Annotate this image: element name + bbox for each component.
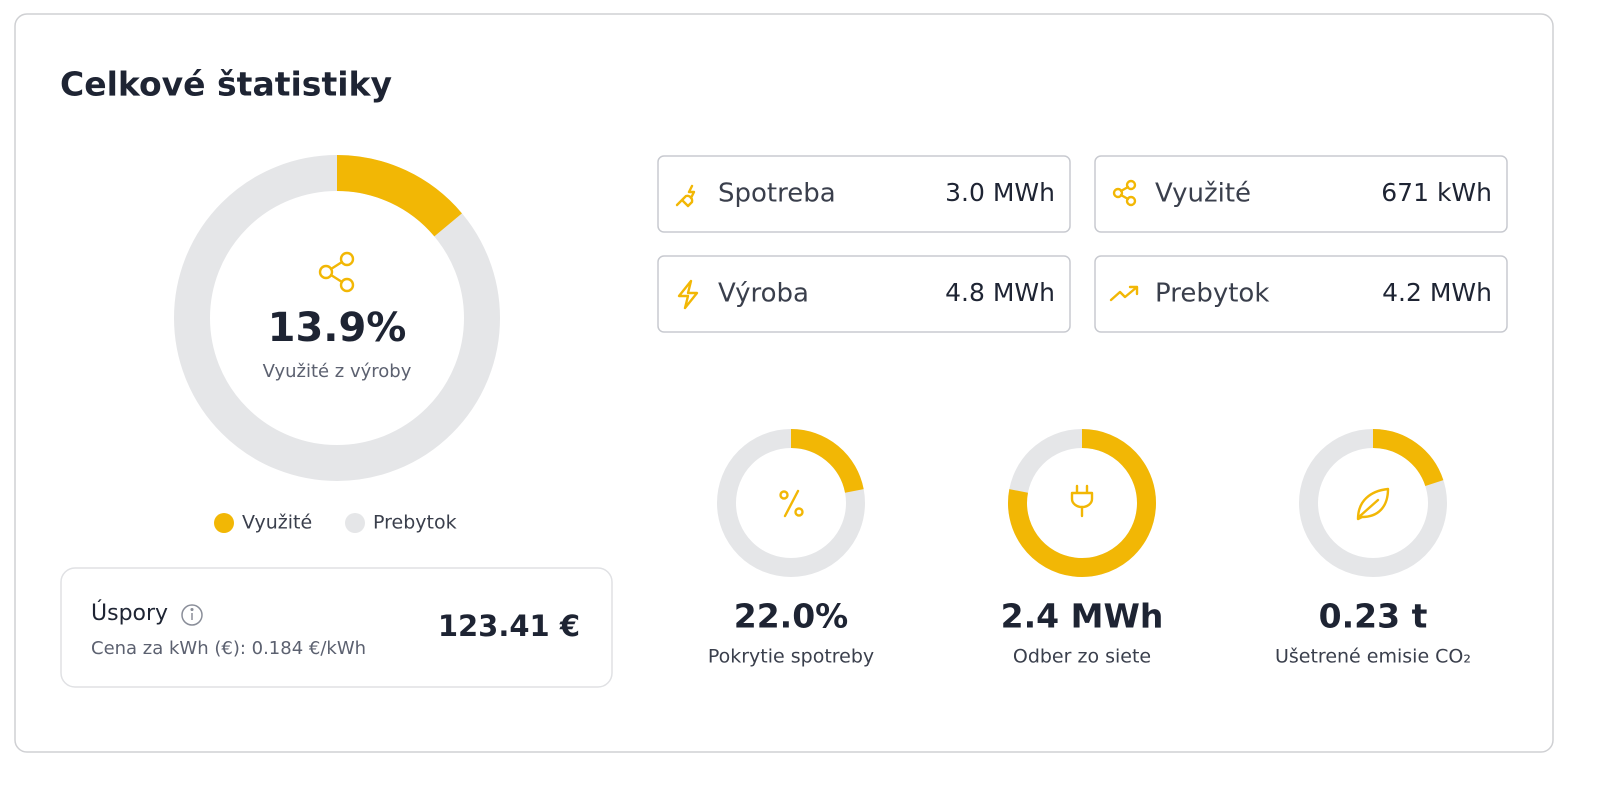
stat-label: Výroba (718, 279, 809, 309)
savings-box (60, 567, 613, 688)
donut-arc (790, 429, 864, 494)
main-value: 13.9% (268, 305, 407, 351)
stat-label: Spotreba (718, 179, 836, 209)
legend-dot (345, 513, 365, 533)
bolt-icon (677, 279, 699, 310)
stat-value: 4.8 MWh (945, 278, 1055, 307)
share-icon-small (1112, 179, 1137, 207)
legend-label: Prebytok (373, 512, 457, 534)
small-value: 22.0% (734, 597, 849, 636)
info-icon[interactable] (181, 604, 203, 626)
donut-arc (1008, 429, 1156, 577)
stat-card (657, 255, 1071, 333)
stat-label: Prebytok (1155, 279, 1269, 309)
share-icon (318, 251, 355, 293)
percent-icon (779, 489, 804, 518)
stat-value: 671 kWh (1381, 178, 1492, 207)
main-caption: Využité z výroby (263, 361, 412, 382)
stat-card (1094, 155, 1508, 233)
legend-label: Využité (242, 512, 312, 534)
trend-icon (1109, 285, 1139, 302)
title: Celkové štatistiky (60, 65, 392, 104)
small-value: 0.23 t (1319, 597, 1428, 636)
small-caption: Pokrytie spotreby (708, 646, 874, 668)
stat-card (657, 155, 1071, 233)
donut-arc (1372, 429, 1444, 487)
small-caption: Ušetrené emisie CO₂ (1275, 646, 1471, 668)
savings-amount: 123.41 € (438, 609, 580, 643)
legend-dot (214, 513, 234, 533)
small-caption: Odber zo siete (1013, 646, 1151, 668)
stat-value: 3.0 MWh (945, 178, 1055, 207)
savings-subtitle: Cena za kWh (€): 0.184 €/kWh (91, 638, 366, 659)
small-value: 2.4 MWh (1001, 597, 1164, 636)
leaf-icon (1356, 487, 1390, 521)
plug-icon (675, 184, 696, 208)
savings-title: Úspory (91, 600, 168, 626)
stat-value: 4.2 MWh (1382, 278, 1492, 307)
donut-arc (336, 155, 462, 237)
stat-card (1094, 255, 1508, 333)
stat-label: Využité (1155, 179, 1251, 209)
plug-icon-2 (1070, 484, 1094, 518)
